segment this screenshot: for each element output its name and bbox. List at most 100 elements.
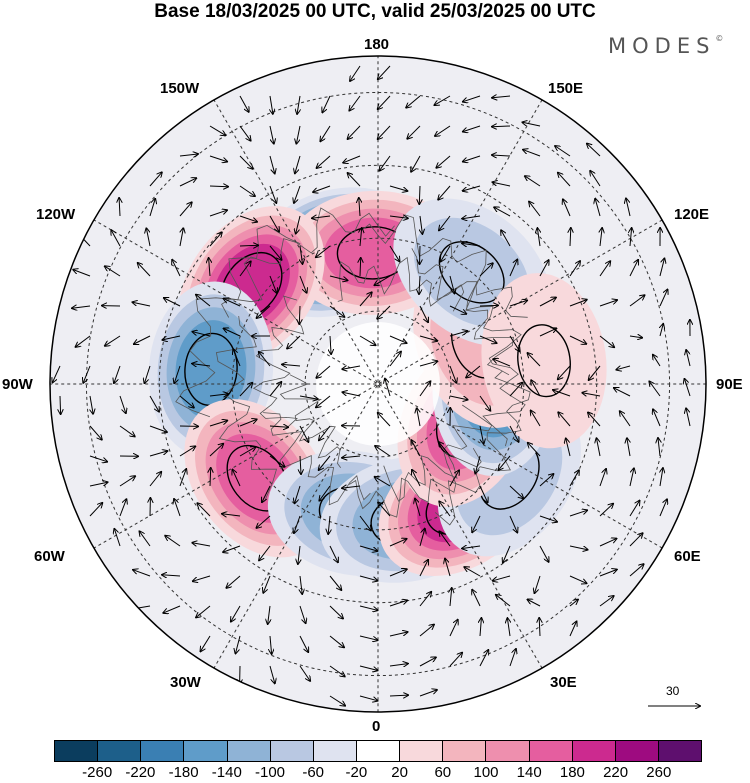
wind-arrow: [179, 154, 198, 156]
wind-arrow: [350, 65, 361, 81]
colorbar-tick-label: 60: [434, 764, 452, 781]
wind-arrow: [599, 261, 610, 277]
polar-cap: [316, 322, 440, 446]
wind-arrow: [614, 388, 631, 397]
wind-arrow: [269, 382, 281, 397]
wind-arrow: [492, 96, 511, 98]
wind-arrow: [686, 350, 691, 367]
lon-label-0: 0: [372, 718, 381, 735]
colorbar: [54, 740, 702, 762]
brand-logo: MODES©: [608, 34, 723, 58]
wind-arrow: [493, 359, 511, 367]
wind-arrow: [259, 545, 271, 560]
wind-arrow: [179, 395, 194, 408]
wind-arrow: [299, 425, 308, 442]
wind-arrow: [296, 215, 301, 234]
wind-arrow: [569, 470, 579, 487]
wind-arrow: [600, 228, 602, 247]
lon-label-150w: 150W: [160, 80, 200, 97]
wind-arrow: [436, 155, 451, 168]
lon-label-90e: 90E: [716, 376, 743, 393]
wind-arrow: [239, 185, 255, 196]
wind-arrow: [377, 305, 391, 319]
wind-arrow: [329, 665, 345, 676]
wind-arrow: [83, 365, 91, 383]
wind-arrow: [587, 144, 601, 157]
wind-arrow: [599, 335, 614, 347]
wind-arrow: [330, 335, 331, 354]
wind-arrow: [223, 545, 241, 552]
wind-arrow: [629, 468, 634, 487]
wind-arrow: [599, 539, 616, 547]
wind-arrow: [359, 575, 377, 581]
wind-arrow: [629, 564, 644, 577]
wind-arrow: [389, 352, 401, 367]
wind-arrow: [463, 95, 481, 102]
wind-arrow: [417, 408, 420, 427]
wind-arrow: [329, 275, 347, 280]
wind-arrow: [472, 515, 481, 532]
wind-arrow: [359, 292, 372, 307]
wind-arrow: [419, 275, 420, 294]
wind-arrow: [582, 393, 601, 396]
wind-arrow: [299, 275, 307, 293]
wind-arrow: [411, 155, 421, 172]
lon-label-60e: 60E: [674, 548, 701, 565]
wind-arrow: [389, 185, 407, 191]
anomaly-contour: [481, 273, 607, 449]
wind-arrow: [145, 365, 151, 383]
colorbar-swatch: [98, 741, 142, 761]
wind-arrow: [73, 270, 91, 277]
colorbar-swatch: [313, 741, 357, 761]
wind-arrow: [209, 232, 222, 247]
wind-arrow: [539, 618, 540, 637]
wind-arrow: [412, 470, 421, 487]
wind-arrow: [558, 412, 571, 427]
wind-arrow: [439, 215, 451, 230]
wind-arrow: [172, 260, 181, 277]
wind-arrow: [501, 230, 511, 247]
wind-arrow: [359, 605, 378, 610]
wind-arrow: [492, 126, 511, 127]
wind-arrow: [342, 486, 361, 488]
wind-arrow: [563, 199, 571, 217]
colorbar-swatch: [529, 741, 573, 761]
wind-arrow: [269, 215, 279, 232]
wind-arrow: [192, 543, 211, 546]
wind-arrow: [269, 275, 277, 293]
wind-arrow: [479, 335, 497, 343]
wind-arrow: [149, 425, 167, 432]
coastline: [337, 256, 465, 312]
wind-arrow: [378, 65, 391, 79]
wind-arrow: [349, 95, 361, 111]
wind-arrow: [509, 260, 517, 277]
wind-arrow: [269, 665, 275, 683]
wind-arrow: [479, 485, 488, 502]
wind-arrow: [209, 258, 210, 277]
wind-arrow: [196, 605, 211, 617]
wind-arrow: [300, 455, 301, 474]
wind-arrow: [378, 413, 391, 427]
wind-arrow: [599, 300, 617, 307]
wind-arrow: [479, 263, 493, 277]
wind-arrow: [435, 95, 451, 105]
wind-arrow: [475, 455, 481, 473]
brand-text: MODES: [608, 34, 716, 58]
coastline: [383, 404, 493, 502]
colorbar-tick-label: -100: [254, 764, 286, 781]
wind-arrow: [209, 155, 227, 162]
polar-map: [49, 55, 707, 713]
wind-arrow: [328, 515, 330, 534]
wind-arrow: [503, 545, 511, 563]
colorbar-tick-label: 260: [646, 764, 672, 781]
wind-arrow: [138, 263, 151, 277]
wind-arrow: [627, 438, 630, 457]
wind-arrow: [287, 335, 301, 349]
wind-arrow: [316, 245, 331, 257]
wind-arrow: [479, 425, 484, 444]
wind-arrow: [329, 305, 344, 317]
wind-arrow: [686, 408, 691, 427]
wind-arrow: [329, 695, 345, 706]
wind-arrow: [329, 545, 338, 562]
wind-arrow: [209, 210, 227, 217]
